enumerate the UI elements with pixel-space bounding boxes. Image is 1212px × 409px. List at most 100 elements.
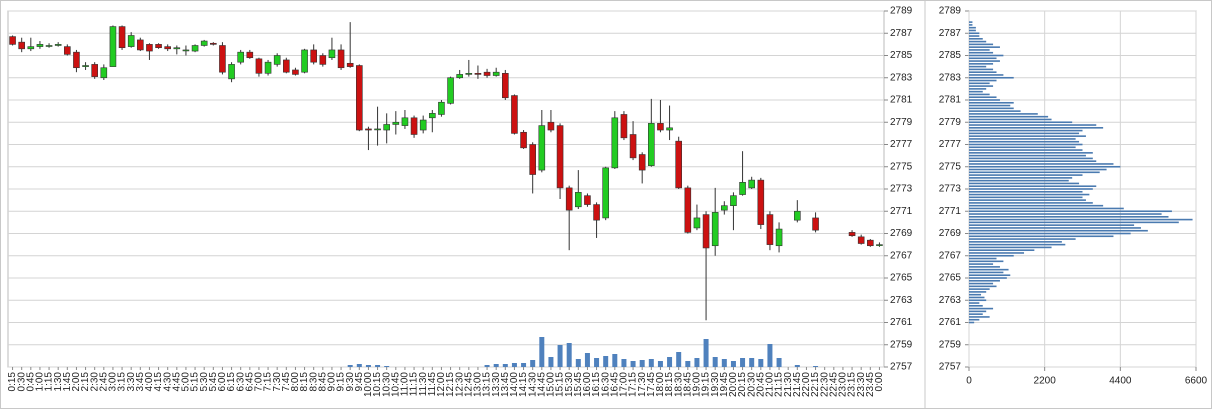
profile-bar xyxy=(969,282,994,285)
profile-bar xyxy=(969,305,983,307)
profile-bar xyxy=(969,32,980,35)
profile-bar xyxy=(969,177,1073,179)
profile-bar xyxy=(969,88,987,90)
profile-bar xyxy=(969,143,1083,146)
candle-body xyxy=(520,131,527,149)
x-tick-label: 3:15 xyxy=(117,372,128,392)
x-tick-label: 11:00 xyxy=(400,372,411,397)
volume-bar xyxy=(730,361,736,367)
x-tick-label: 22:30 xyxy=(819,372,830,397)
profile-bar xyxy=(969,57,997,60)
candle-body xyxy=(164,46,171,50)
volume-bar xyxy=(749,358,755,367)
x-tick-label: 19:45 xyxy=(719,372,730,397)
y-tick-label: 2761 xyxy=(939,317,962,328)
x-tick-label: 9:15 xyxy=(336,372,347,392)
x-tick-label: 0:00 xyxy=(874,372,885,392)
x-tick-label: 14:30 xyxy=(527,372,538,397)
candle-body xyxy=(429,113,436,119)
x-tick-label: 19:00 xyxy=(692,372,703,397)
profile-bar xyxy=(969,310,987,313)
x-tick-label: 8:15 xyxy=(299,372,310,392)
profile-bar xyxy=(969,285,997,288)
x-tick-label: 0 xyxy=(966,376,972,387)
x-tick-label: 2:15 xyxy=(80,372,91,392)
profile-bar xyxy=(969,179,1069,182)
volume-bar xyxy=(813,366,819,367)
profile-bar xyxy=(969,21,973,23)
profile-bar xyxy=(969,26,976,29)
profile-bar xyxy=(969,218,1193,221)
candle-body xyxy=(328,49,336,59)
x-tick-label: 16:30 xyxy=(600,372,611,397)
profile-bar xyxy=(969,168,1107,171)
candle-body xyxy=(693,217,701,229)
profile-bar xyxy=(969,51,994,54)
x-tick-label: 12:15 xyxy=(445,372,456,397)
profile-bar xyxy=(969,268,1009,271)
x-tick-label: 21:15 xyxy=(774,372,785,397)
profile-bar xyxy=(969,296,985,299)
candle-body xyxy=(346,62,354,67)
x-tick-label: 19:15 xyxy=(701,372,712,397)
x-tick-label: 20:15 xyxy=(737,372,748,397)
candle-body xyxy=(182,49,190,52)
candle-body xyxy=(565,187,573,211)
volume-bar xyxy=(511,363,517,367)
volume-bar xyxy=(493,364,499,367)
x-tick-label: 14:00 xyxy=(509,372,520,397)
volume-bar xyxy=(712,357,718,367)
x-tick-label: 9:00 xyxy=(327,372,338,392)
candle-body xyxy=(392,121,400,125)
candle-body xyxy=(283,59,290,73)
candle-body xyxy=(812,217,819,231)
candle-body xyxy=(876,244,883,246)
x-tick-label: 7:00 xyxy=(254,372,265,392)
candle-body xyxy=(666,127,673,131)
x-tick-label: 11:15 xyxy=(409,372,420,397)
x-tick-label: 4:30 xyxy=(162,372,173,392)
x-tick-label: 0:30 xyxy=(16,372,27,392)
y-tick-label: 2773 xyxy=(939,184,962,195)
candle-body xyxy=(146,44,153,52)
x-tick-label: 11:30 xyxy=(418,372,429,397)
profile-bar xyxy=(969,260,1004,263)
candle-body xyxy=(502,73,509,99)
y-tick-label: 2785 xyxy=(939,50,962,61)
y-tick-label: 2779 xyxy=(890,117,913,128)
x-tick-label: 9:30 xyxy=(345,372,356,392)
x-tick-label: 13:45 xyxy=(500,372,511,397)
x-tick-label: 13:30 xyxy=(491,372,502,397)
candle-body xyxy=(273,55,281,65)
volume-bar xyxy=(384,366,390,367)
x-tick-label: 6:00 xyxy=(217,372,228,392)
volume-bar xyxy=(557,345,563,367)
candle-body xyxy=(611,117,619,169)
x-tick-label: 18:30 xyxy=(673,372,684,397)
x-tick-label: 13:00 xyxy=(473,372,484,397)
volume-bar xyxy=(484,365,490,367)
volume-bar xyxy=(575,359,581,367)
candle-body xyxy=(118,26,126,49)
candle-body xyxy=(255,58,263,74)
volume-bar xyxy=(648,359,654,367)
profile-bar xyxy=(969,40,987,43)
volume-bar xyxy=(356,364,362,367)
x-tick-label: 17:30 xyxy=(637,372,648,397)
profile-bar xyxy=(969,288,990,290)
profile-bar xyxy=(969,202,1093,204)
x-tick-label: 4:45 xyxy=(171,372,182,392)
y-tick-label: 2765 xyxy=(939,273,962,284)
candle-body xyxy=(474,73,482,75)
y-tick-label: 2775 xyxy=(939,161,962,172)
profile-bar xyxy=(969,307,994,310)
y-tick-label: 2783 xyxy=(890,72,913,83)
profile-bar xyxy=(969,54,1004,57)
profile-bar xyxy=(969,140,1080,143)
candle-body xyxy=(292,69,299,75)
profile-bar xyxy=(969,68,994,71)
candle-body xyxy=(675,140,682,189)
profile-bar xyxy=(969,149,1083,151)
profile-bar xyxy=(969,302,980,304)
x-tick-label: 2:45 xyxy=(98,372,109,392)
